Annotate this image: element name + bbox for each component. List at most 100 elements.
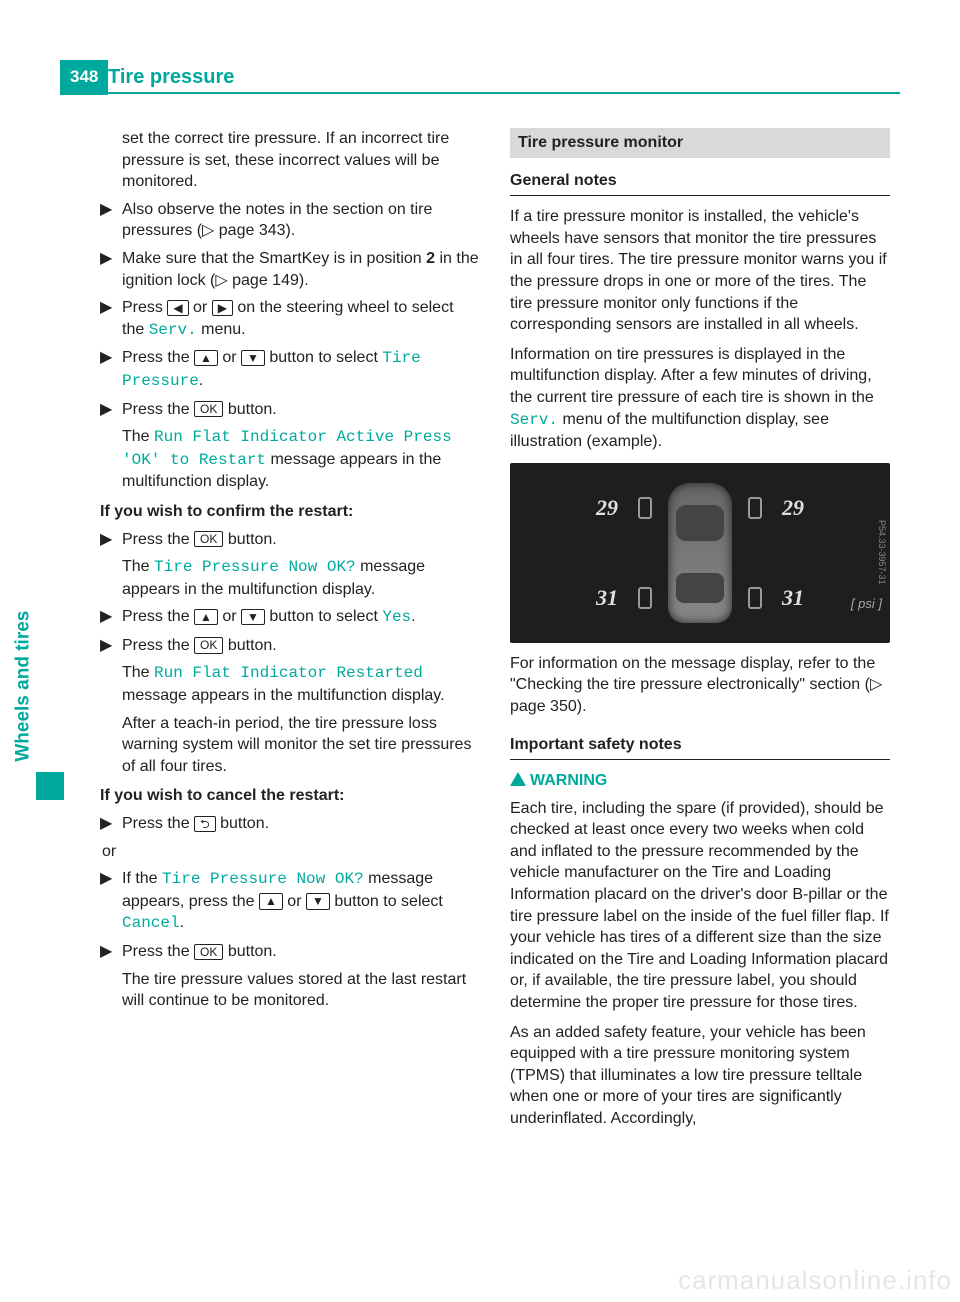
subheading-safety: Important safety notes <box>510 734 890 761</box>
txt: or <box>218 349 241 366</box>
txt: button. <box>216 815 269 832</box>
subheading-general: General notes <box>510 170 890 197</box>
pressure-rl: 31 <box>596 583 618 613</box>
bullet-select-yes: ▶ Press the ▲ or ▼ button to select Yes. <box>100 606 480 629</box>
txt: or <box>189 299 212 316</box>
txt: Press the <box>122 943 194 960</box>
warning-para: Each tire, including the spare (if provi… <box>510 798 890 1014</box>
header-rule <box>60 92 900 94</box>
txt: Press the <box>122 815 194 832</box>
txt: Press the <box>122 608 194 625</box>
watermark: carmanualsonline.info <box>678 1263 952 1298</box>
txt: The <box>122 428 154 445</box>
txt: . <box>199 372 203 389</box>
bullet-text: Press the ⮌ button. <box>122 813 480 835</box>
play-icon: ▶ <box>100 813 114 835</box>
txt: button to select <box>265 608 382 625</box>
txt: button to select <box>265 349 382 366</box>
bullet-text: Make sure that the SmartKey is in positi… <box>122 248 480 291</box>
car-icon <box>668 483 732 623</box>
result-text: The Tire Pressure Now OK? message appear… <box>100 556 480 600</box>
play-icon: ▶ <box>100 199 114 242</box>
up-button-icon: ▲ <box>259 893 283 909</box>
txt: The <box>122 664 154 681</box>
teach-in-text: After a teach-in period, the tire pressu… <box>100 713 480 778</box>
txt: Press the <box>122 637 194 654</box>
or-text: or <box>102 841 480 863</box>
section-side-tab: Wheels and tires <box>36 560 64 800</box>
txt: button. <box>223 531 276 548</box>
warning-label: WARNING <box>530 772 607 789</box>
tire-icon <box>748 497 762 519</box>
txt: or <box>218 608 241 625</box>
para: Information on tire pressures is display… <box>510 344 890 453</box>
tire-pressure-diagram: 29 29 31 31 [ psi ] P54.33-3957-31 <box>510 463 890 643</box>
play-icon: ▶ <box>100 606 114 629</box>
txt: menu of the multifunction display, see i… <box>510 411 829 451</box>
pressure-rr: 31 <box>782 583 804 613</box>
display-message: Tire Pressure Now OK? <box>162 870 364 888</box>
tire-icon <box>638 587 652 609</box>
bullet-text: Also observe the notes in the section on… <box>122 199 480 242</box>
bullet-press-ud: ▶ Press the ▲ or ▼ button to select Tire… <box>100 347 480 392</box>
bullet-cancel-ok: ▶ Press the OK button. <box>100 941 480 963</box>
txt: Press the <box>122 401 194 418</box>
page-title: Tire pressure <box>108 60 234 91</box>
txt: The <box>122 558 154 575</box>
down-button-icon: ▼ <box>241 609 265 625</box>
bullet-text: Press the ▲ or ▼ button to select Tire P… <box>122 347 480 392</box>
para: If a tire pressure monitor is installed,… <box>510 206 890 336</box>
ok-button-icon: OK <box>194 531 223 547</box>
txt: button. <box>223 637 276 654</box>
bullet-smartkey: ▶ Make sure that the SmartKey is in posi… <box>100 248 480 291</box>
display-message: Run Flat Indicator Restarted <box>154 664 423 682</box>
bullet-press-lr: ▶ Press ◀ or ▶ on the steering wheel to … <box>100 297 480 341</box>
result-text: The Run Flat Indicator Restarted message… <box>100 662 480 706</box>
txt: . <box>411 608 415 625</box>
pressure-fl: 29 <box>596 493 618 523</box>
play-icon: ▶ <box>100 248 114 291</box>
bullet-confirm-ok2: ▶ Press the OK button. <box>100 635 480 657</box>
txt: If the <box>122 870 162 887</box>
confirm-heading: If you wish to confirm the restart: <box>100 501 480 523</box>
page-number: 348 <box>60 60 108 95</box>
section-header: Tire pressure monitor <box>510 128 890 158</box>
display-message: Tire Pressure Now OK? <box>154 558 356 576</box>
txt: or <box>283 893 306 910</box>
txt: Press the <box>122 349 194 366</box>
tire-icon <box>748 587 762 609</box>
bullet-text: Press the OK button. <box>122 635 480 657</box>
txt: . <box>180 914 184 931</box>
play-icon: ▶ <box>100 399 114 421</box>
para: For information on the message display, … <box>510 653 890 718</box>
txt: Press the <box>122 531 194 548</box>
left-column: set the correct tire pressure. If an inc… <box>100 128 480 1136</box>
txt: Make sure that the SmartKey is in positi… <box>122 250 426 267</box>
ok-button-icon: OK <box>194 637 223 653</box>
side-tab-marker <box>36 772 64 800</box>
tire-icon <box>638 497 652 519</box>
bullet-text: Press the OK button. <box>122 529 480 551</box>
bullet-text: Press the OK button. <box>122 941 480 963</box>
play-icon: ▶ <box>100 941 114 963</box>
play-icon: ▶ <box>100 347 114 392</box>
left-button-icon: ◀ <box>167 300 188 316</box>
txt: menu. <box>197 321 246 338</box>
ok-button-icon: OK <box>194 944 223 960</box>
back-button-icon: ⮌ <box>194 816 216 832</box>
result-text: The tire pressure values stored at the l… <box>100 969 480 1012</box>
diagram-code: P54.33-3957-31 <box>874 465 888 641</box>
warning-heading: WARNING <box>510 770 890 792</box>
menu-item: Yes <box>382 608 411 626</box>
bullet-text: Press the OK button. <box>122 399 480 421</box>
bullet-cancel-back: ▶ Press the ⮌ button. <box>100 813 480 835</box>
up-button-icon: ▲ <box>194 350 218 366</box>
play-icon: ▶ <box>100 635 114 657</box>
result-text: The Run Flat Indicator Active Press 'OK'… <box>100 426 480 493</box>
warning-icon <box>510 772 526 786</box>
play-icon: ▶ <box>100 297 114 341</box>
content-columns: set the correct tire pressure. If an inc… <box>100 128 890 1136</box>
warning-para: As an added safety feature, your vehicle… <box>510 1022 890 1130</box>
bullet-text: Press ◀ or ▶ on the steering wheel to se… <box>122 297 480 341</box>
key-position: 2 <box>426 250 435 267</box>
